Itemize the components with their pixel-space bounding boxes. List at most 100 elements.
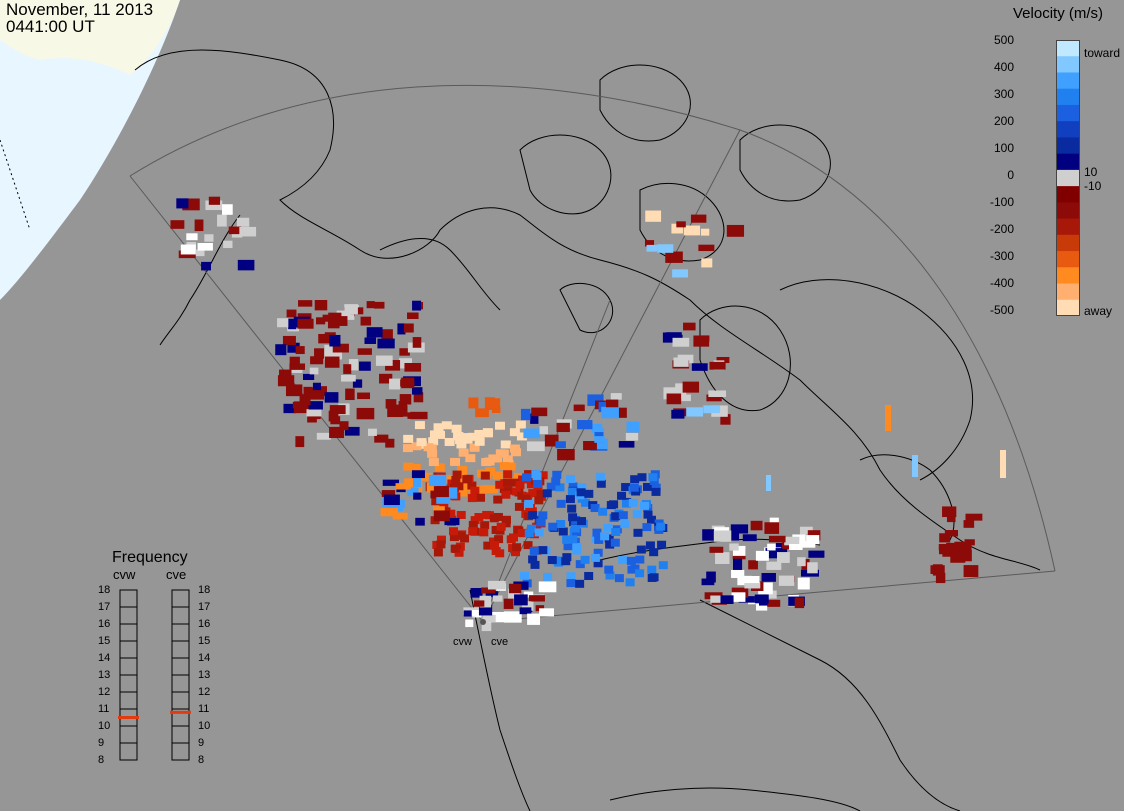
echo-cell xyxy=(499,462,510,471)
echo-cell xyxy=(208,196,221,205)
colorbar-tick-label: 100 xyxy=(993,141,1014,155)
echo-cell xyxy=(683,225,701,236)
echo-cell xyxy=(946,513,956,523)
echo-cell xyxy=(491,546,501,555)
echo-cell xyxy=(626,421,640,433)
echo-cell xyxy=(329,426,344,439)
echo-cell xyxy=(524,529,534,538)
echo-cell xyxy=(551,477,561,486)
echo-cell xyxy=(239,226,257,237)
echo-cell xyxy=(524,499,534,508)
echo-cell xyxy=(529,546,539,555)
colorbar-swatch xyxy=(1056,72,1080,90)
echo-cell xyxy=(543,572,553,581)
echo-cell xyxy=(628,498,638,507)
echo-cell xyxy=(633,528,643,537)
echo-cell xyxy=(565,495,575,504)
echo-cell xyxy=(462,475,472,484)
echo-cell xyxy=(434,463,445,472)
echo-cell xyxy=(523,428,541,439)
echo-cell xyxy=(576,488,586,497)
echo-cell xyxy=(279,369,292,379)
echo-cell xyxy=(489,514,499,523)
echo-cell xyxy=(457,470,468,479)
echo-cell xyxy=(528,489,538,498)
echo-cell xyxy=(662,332,678,343)
colorbar-tick-label: -400 xyxy=(989,276,1014,290)
echo-cell xyxy=(625,432,639,441)
echo-cell xyxy=(515,420,526,429)
echo-cell xyxy=(297,318,314,329)
echo-cell xyxy=(506,535,516,544)
terminator-line xyxy=(0,139,31,231)
echo-cell xyxy=(706,394,722,402)
frequency-scale-label: 16 xyxy=(98,618,111,630)
echo-cell xyxy=(413,492,422,500)
echo-cell xyxy=(519,607,532,615)
echo-cell xyxy=(698,244,715,252)
echo-cell xyxy=(205,200,223,211)
echo-cell xyxy=(930,565,945,574)
echo-cell xyxy=(778,575,795,586)
echo-cell xyxy=(621,483,631,492)
echo-cell xyxy=(672,337,690,347)
echo-cell xyxy=(470,486,480,495)
echo-cell xyxy=(454,548,464,557)
echo-cell xyxy=(197,243,213,251)
echo-cell xyxy=(289,356,300,366)
echo-cell xyxy=(465,619,474,628)
echo-cell xyxy=(566,475,576,484)
echo-cell xyxy=(766,590,777,599)
echo-cell xyxy=(283,403,297,414)
echo-cell xyxy=(500,440,511,449)
echo-cell xyxy=(293,401,308,414)
echo-cell xyxy=(539,426,549,435)
echo-cell xyxy=(570,524,580,533)
echo-cell xyxy=(776,552,790,563)
colorbar-away-label: away xyxy=(1084,304,1113,318)
echo-cell xyxy=(495,480,505,489)
echo-cell xyxy=(708,390,727,398)
echo-cell xyxy=(407,312,419,320)
daylight-region xyxy=(0,0,180,300)
echo-cell xyxy=(316,432,331,440)
echo-cell xyxy=(322,314,338,322)
echo-cell xyxy=(568,535,578,544)
echo-cell xyxy=(764,522,780,534)
echo-cell xyxy=(389,378,401,390)
echo-cell xyxy=(444,517,460,526)
echo-cell xyxy=(573,404,585,412)
echo-cell xyxy=(656,522,666,531)
echo-cell xyxy=(534,496,544,505)
echo-cell xyxy=(494,421,505,430)
frequency-gauges xyxy=(118,589,191,761)
echo-cell xyxy=(452,470,462,479)
echo-cell xyxy=(392,512,408,520)
echo-cell xyxy=(412,300,422,311)
echo-cell xyxy=(412,337,422,348)
freq-radar-cve-label: cve xyxy=(166,567,187,582)
echo-cell xyxy=(594,438,608,450)
echo-cell xyxy=(555,441,566,449)
colorbar-swatch xyxy=(1056,251,1080,268)
echo-cell xyxy=(643,510,653,519)
frequency-scale-label: 10 xyxy=(198,720,211,732)
echo-cell xyxy=(314,348,325,359)
echo-cell xyxy=(474,429,485,438)
echo-cell xyxy=(379,373,393,384)
echo-cell xyxy=(552,556,562,565)
echo-cell xyxy=(600,532,610,541)
echo-cell xyxy=(542,489,552,498)
echo-cell xyxy=(478,604,493,616)
echo-cell xyxy=(962,544,972,554)
colorbar-swatch xyxy=(1056,283,1080,301)
frequency-scale-label: 13 xyxy=(98,669,111,681)
echo-cell xyxy=(428,458,439,467)
colorbar-swatch xyxy=(1056,234,1080,252)
colorbar-swatch xyxy=(1056,169,1080,187)
echo-cell xyxy=(299,394,311,406)
echo-cell xyxy=(912,455,918,477)
echo-cell xyxy=(303,386,313,395)
echo-cell xyxy=(617,491,627,500)
echo-cell xyxy=(808,550,825,558)
